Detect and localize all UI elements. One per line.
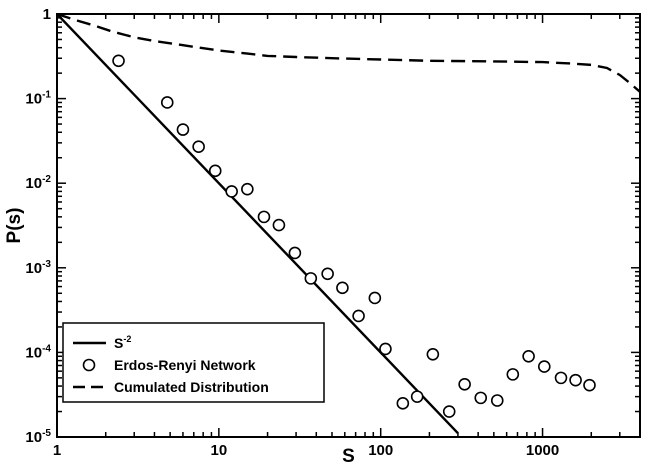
data-point (336, 281, 349, 295)
y-tick-label: 10-1 (25, 90, 51, 108)
y-axis-title: P(s) (4, 208, 25, 244)
data-point (396, 397, 410, 410)
data-point (225, 185, 238, 198)
data-point (352, 309, 365, 323)
data-point (368, 291, 382, 305)
data-point (569, 373, 582, 387)
x-axis-title: S (342, 446, 355, 467)
data-point (321, 267, 334, 281)
x-tick-label: 1 (53, 442, 61, 459)
data-point (490, 394, 504, 407)
y-tick-label: 10-3 (25, 259, 51, 277)
legend-box (62, 322, 325, 403)
data-point (410, 390, 424, 403)
axis-ticks (56, 13, 641, 438)
y-tick-label: 10-4 (25, 343, 51, 361)
data-point (160, 96, 174, 109)
x-tick-label: 1000 (526, 442, 559, 459)
data-point (474, 391, 488, 405)
data-point (112, 54, 125, 68)
legend-label: S-2 (114, 334, 131, 351)
x-tick-label: 10 (211, 442, 228, 459)
data-point (554, 371, 568, 385)
legend-marker (82, 358, 96, 372)
data-point (192, 140, 205, 154)
data-point (304, 272, 318, 285)
data-point (272, 218, 286, 232)
data-point (426, 347, 440, 361)
data-point (537, 360, 551, 373)
tick-labels: 1 10 100 1000 1 10-1 10-2 10-3 10-4 10-5 (25, 6, 559, 459)
legend: S-2 Erdos-Renyi Network Cumulated Distribu… (62, 322, 325, 403)
data-point (288, 246, 302, 260)
data-point (522, 349, 535, 363)
y-tick-label: 10-5 (25, 428, 51, 446)
data-point (458, 377, 471, 391)
power-law-line (57, 14, 459, 435)
x-tick-label: 100 (368, 442, 393, 459)
data-point (379, 342, 392, 356)
y-tick-label: 1 (43, 6, 51, 23)
legend-label: Erdos-Renyi Network (114, 357, 256, 373)
data-point (176, 123, 190, 136)
data-point (442, 405, 456, 418)
plot-frame (56, 13, 641, 438)
data-point (208, 164, 222, 178)
data-point (506, 368, 520, 381)
legend-label: Cumulated Distribution (114, 379, 269, 395)
data-point (583, 378, 596, 392)
plot-data (57, 14, 640, 435)
y-tick-label: 10-2 (25, 174, 51, 192)
data-point (241, 182, 254, 196)
cumulated-distribution-line (57, 14, 640, 93)
data-point (257, 210, 271, 224)
